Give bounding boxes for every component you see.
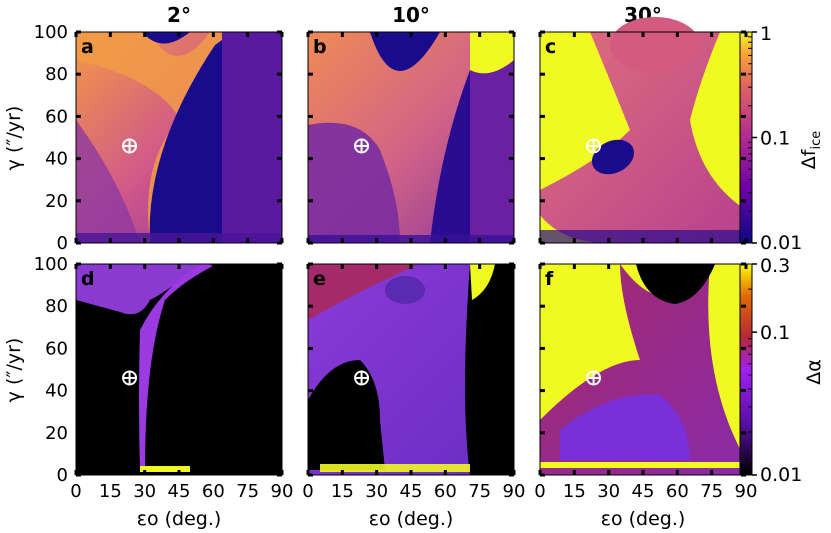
colorbar-label-albedo: Δα bbox=[803, 359, 825, 385]
x-tick-label: 60 bbox=[434, 481, 457, 502]
colorbar-albedo bbox=[739, 263, 753, 476]
x-tick-label: 45 bbox=[632, 481, 655, 502]
colorbar-label-fice: Δfice bbox=[798, 131, 824, 169]
heatmap-panel-a bbox=[76, 32, 282, 243]
x-axis-label: εo (deg.) bbox=[601, 508, 686, 530]
colorbar-tick-label: 0.01 bbox=[760, 464, 802, 486]
panel-label-c: c bbox=[545, 36, 556, 58]
x-tick-label: 90 bbox=[271, 481, 294, 502]
axes-marks: 0 20 40 60 80 100 1 0.1 0.01 0 20 40 60 80 100 0.3 0.1 0.… bbox=[34, 22, 803, 502]
x-tick-label: 75 bbox=[700, 481, 723, 502]
x-tick-label: 0 bbox=[534, 481, 545, 502]
x-axis-label: εo (deg.) bbox=[137, 508, 222, 530]
panel-label-b: b bbox=[313, 36, 327, 58]
x-tick-label: 45 bbox=[168, 481, 191, 502]
x-tick-label: 15 bbox=[99, 481, 122, 502]
heatmap-panel-c bbox=[540, 17, 746, 243]
x-tick-label: 15 bbox=[563, 481, 586, 502]
column-title: 2° bbox=[167, 3, 191, 27]
x-tick-label: 90 bbox=[735, 481, 758, 502]
y-tick-label: 20 bbox=[45, 191, 68, 212]
x-tick-label: 30 bbox=[133, 481, 156, 502]
panel-label-d: d bbox=[81, 268, 95, 290]
y-tick-label: 0 bbox=[57, 465, 68, 486]
heatmap-panel-d bbox=[76, 264, 282, 475]
heatmap-panel-b bbox=[308, 32, 514, 243]
y-axis-label: γ (″/yr) bbox=[3, 106, 25, 171]
x-tick-label: 75 bbox=[468, 481, 491, 502]
colorbar-tick-label: 0.1 bbox=[760, 128, 790, 150]
colorbar-tick-label: 0.01 bbox=[760, 232, 802, 254]
x-tick-label: 60 bbox=[666, 481, 689, 502]
colorbar-tick-label: 0.3 bbox=[760, 255, 790, 277]
y-tick-label: 40 bbox=[45, 149, 68, 170]
x-tick-label: 15 bbox=[331, 481, 354, 502]
panel-label-a: a bbox=[81, 36, 94, 58]
panel-label-f: f bbox=[545, 268, 554, 290]
heatmap-panel-f bbox=[540, 264, 746, 475]
colorbar-tick-label: 0.1 bbox=[760, 322, 790, 344]
x-tick-label: 45 bbox=[400, 481, 423, 502]
panel-label-e: e bbox=[313, 268, 326, 290]
y-axis-label: γ (″/yr) bbox=[3, 338, 25, 403]
x-tick-label: 90 bbox=[503, 481, 526, 502]
x-tick-label: 60 bbox=[202, 481, 225, 502]
x-tick-label: 75 bbox=[236, 481, 259, 502]
colorbar-tick-label: 1 bbox=[760, 23, 772, 45]
y-tick-label: 60 bbox=[45, 338, 68, 359]
x-tick-label: 30 bbox=[365, 481, 388, 502]
y-tick-label: 20 bbox=[45, 423, 68, 444]
y-tick-label: 60 bbox=[45, 106, 68, 127]
x-tick-label: 0 bbox=[70, 481, 81, 502]
y-tick-label: 80 bbox=[45, 64, 68, 85]
y-tick-label: 40 bbox=[45, 381, 68, 402]
x-tick-label: 0 bbox=[302, 481, 313, 502]
y-tick-label: 100 bbox=[34, 22, 68, 43]
y-tick-label: 0 bbox=[57, 233, 68, 254]
y-tick-label: 80 bbox=[45, 296, 68, 317]
column-title: 10° bbox=[392, 3, 430, 27]
x-tick-label: 30 bbox=[597, 481, 620, 502]
heatmap-panel-e bbox=[308, 264, 514, 475]
x-axis-label: εo (deg.) bbox=[369, 508, 454, 530]
y-tick-label: 100 bbox=[34, 254, 68, 275]
